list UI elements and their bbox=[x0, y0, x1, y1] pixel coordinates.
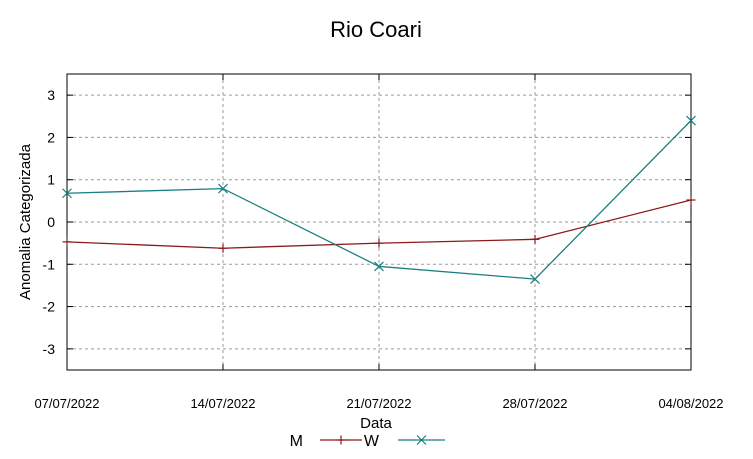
y-tick-label: -3 bbox=[43, 341, 56, 357]
data-point bbox=[530, 274, 540, 285]
x-tick-label: 14/07/2022 bbox=[190, 396, 255, 411]
data-point bbox=[686, 195, 696, 205]
data-point bbox=[686, 115, 696, 126]
grid-lines bbox=[67, 74, 691, 370]
data-point bbox=[374, 238, 384, 248]
data-point bbox=[62, 237, 72, 247]
x-axis-ticks: 07/07/2022 14/07/2022 21/07/2022 28/07/2022… bbox=[34, 74, 724, 411]
x-tick-label: 04/08/2022 bbox=[658, 396, 723, 411]
x-tick-label: 21/07/2022 bbox=[346, 396, 411, 411]
y-tick-label: 0 bbox=[47, 214, 55, 230]
y-axis-ticks: -3 -2 -1 0 1 2 3 bbox=[43, 87, 691, 357]
x-tick-label: 07/07/2022 bbox=[34, 396, 99, 411]
data-point bbox=[218, 183, 228, 194]
x-axis-label: Data bbox=[360, 415, 392, 432]
y-axis-label: Anomalia Categorizada bbox=[17, 143, 34, 300]
x-tick-label: 28/07/2022 bbox=[502, 396, 567, 411]
legend-marker-w bbox=[416, 435, 427, 445]
data-point bbox=[530, 234, 540, 244]
chart-title: Rio Coari bbox=[330, 17, 422, 42]
data-point bbox=[374, 261, 384, 272]
y-tick-label: 2 bbox=[47, 129, 55, 145]
series-layer bbox=[62, 115, 696, 285]
y-tick-label: -2 bbox=[43, 299, 56, 315]
data-point bbox=[62, 188, 72, 199]
legend-marker-m bbox=[336, 435, 346, 445]
y-tick-label: -1 bbox=[43, 256, 56, 272]
y-tick-label: 1 bbox=[47, 172, 55, 188]
legend-label-w: W bbox=[364, 433, 380, 450]
y-tick-label: 3 bbox=[47, 87, 55, 103]
legend-label-m: M bbox=[290, 433, 303, 450]
data-point bbox=[218, 243, 228, 253]
